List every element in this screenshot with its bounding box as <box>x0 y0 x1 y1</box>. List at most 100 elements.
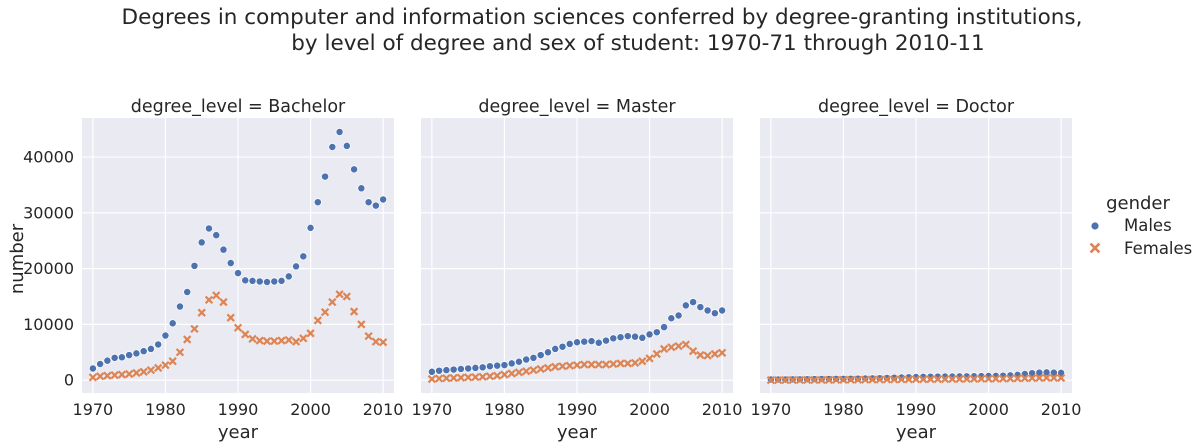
point-males <box>255 277 264 286</box>
point-females <box>681 340 690 349</box>
point-males <box>110 353 119 362</box>
x-tick-label: 1970 <box>412 400 453 419</box>
point-females <box>284 335 293 345</box>
point-males <box>132 349 141 358</box>
point-females <box>357 320 366 329</box>
point-females <box>132 368 141 378</box>
point-males <box>212 231 221 240</box>
point-males <box>139 347 148 356</box>
point-females <box>270 336 279 346</box>
point-females <box>998 374 1008 383</box>
point-males <box>117 353 126 362</box>
facet-doctor: degree_level = Doctor 1970 1980 1990 2000 201… <box>751 97 1082 443</box>
x-axis-label-master: year <box>557 422 598 443</box>
point-females <box>291 337 301 346</box>
point-females <box>117 370 127 379</box>
point-females <box>219 297 228 307</box>
point-females <box>529 365 538 375</box>
point-females <box>948 374 957 384</box>
point-females <box>773 375 783 385</box>
legend-item-females: Females <box>1089 239 1192 258</box>
point-females <box>1013 374 1022 383</box>
point-females <box>609 359 618 369</box>
point-females <box>364 331 373 341</box>
point-males <box>183 288 192 296</box>
point-males <box>103 356 112 365</box>
y-tick-label: 0 <box>64 371 74 390</box>
point-males <box>689 298 698 307</box>
point-males <box>270 277 279 286</box>
point-females <box>638 357 647 366</box>
point-females <box>558 362 567 371</box>
point-males <box>594 338 603 347</box>
point-females <box>674 341 683 351</box>
x-tick-label: 2010 <box>363 400 404 419</box>
point-females <box>984 374 993 383</box>
x-tick-label: 1990 <box>557 400 598 419</box>
point-females <box>103 371 112 380</box>
point-females <box>977 374 986 383</box>
point-males <box>335 127 344 136</box>
point-females <box>824 375 834 385</box>
point-females <box>667 343 676 352</box>
point-females <box>277 336 286 345</box>
point-males <box>696 303 705 312</box>
point-females <box>154 363 163 373</box>
point-males <box>277 276 286 285</box>
legend-marker-males <box>1090 221 1100 231</box>
point-males <box>342 141 351 150</box>
legend-marker-females <box>1089 242 1101 254</box>
point-males <box>602 336 610 345</box>
point-females <box>955 374 964 384</box>
point-females <box>911 375 921 384</box>
point-females <box>110 370 119 380</box>
legend: gender Males Females <box>1089 193 1192 258</box>
point-males <box>125 351 134 360</box>
point-females <box>788 375 797 385</box>
point-females <box>1020 374 1029 383</box>
x-tick-label: 2000 <box>290 400 331 419</box>
x-tick-label: 1980 <box>484 400 525 419</box>
point-females <box>313 316 322 325</box>
point-females <box>962 374 971 384</box>
point-males <box>667 314 676 323</box>
point-females <box>543 363 553 373</box>
point-females <box>601 360 611 369</box>
point-females <box>846 375 855 384</box>
x-tick-label: 2010 <box>702 400 743 419</box>
point-males <box>190 261 199 270</box>
point-males <box>449 365 458 374</box>
point-males <box>248 276 257 285</box>
point-males <box>710 309 719 318</box>
point-females <box>940 374 950 384</box>
point-males <box>515 357 523 366</box>
point-males <box>234 269 242 278</box>
point-females <box>342 292 351 301</box>
point-males <box>500 361 509 370</box>
point-females <box>969 374 979 383</box>
point-females <box>371 337 381 346</box>
point-males <box>529 353 538 362</box>
x-tick-label: 1990 <box>218 400 259 419</box>
point-females <box>616 359 625 368</box>
x-axis-label-doctor: year <box>896 422 937 443</box>
point-females <box>299 334 308 343</box>
point-females <box>645 354 654 363</box>
point-females <box>810 375 819 385</box>
legend-title: gender <box>1106 193 1170 214</box>
facet-title-doctor: degree_level = Doctor <box>818 97 1015 117</box>
point-females <box>183 335 192 344</box>
y-tick-label: 30000 <box>23 203 74 222</box>
point-females <box>449 373 458 383</box>
y-tick-label: 40000 <box>23 148 74 167</box>
chart-title-line-2: by level of degree and sex of student: 1… <box>291 31 984 56</box>
point-males <box>587 337 596 346</box>
x-tick-label: 1990 <box>896 400 937 419</box>
point-females <box>320 307 330 317</box>
point-females <box>630 358 640 368</box>
point-females <box>817 375 826 385</box>
point-females <box>434 374 444 383</box>
x-tick-label: 1970 <box>751 400 792 419</box>
point-males <box>609 334 618 343</box>
